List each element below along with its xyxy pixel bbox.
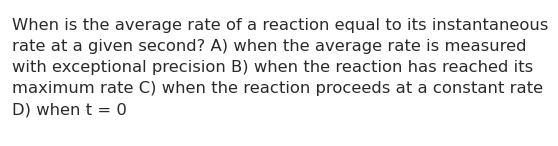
Text: When is the average rate of a reaction equal to its instantaneous
rate at a give: When is the average rate of a reaction e…: [12, 18, 549, 118]
